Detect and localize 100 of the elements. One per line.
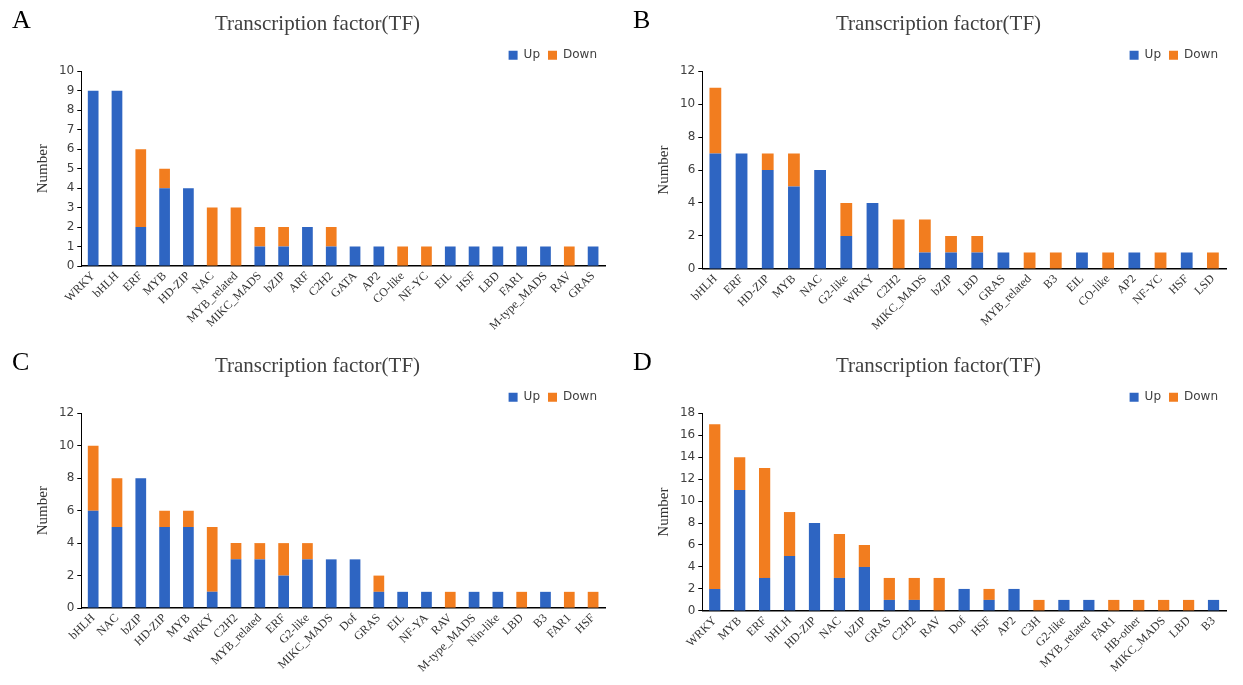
y-tick-label: 12 [679,471,696,486]
y-tick-label: 6 [66,141,75,156]
bar [788,186,800,269]
bar [325,559,337,608]
legend-label: Up [523,47,540,62]
bar [397,591,409,608]
bar [814,170,826,269]
y-tick-label: 8 [687,515,696,530]
bar [183,188,194,266]
bar [761,170,774,269]
bar [1154,252,1167,269]
bar [759,468,771,578]
y-tick-label: 8 [687,129,696,144]
bar [866,203,879,269]
bar [908,599,920,611]
chart-title: Transcription factor(TF) [214,11,421,36]
bar [373,246,385,266]
bar [349,559,361,608]
bar [1033,599,1045,611]
y-tick-label: 4 [687,195,696,210]
legend-label: Up [1144,389,1161,404]
bar [883,577,895,600]
y-tick-label: 16 [679,427,696,442]
bar [840,203,853,236]
y-tick-label: 2 [66,567,75,582]
bar [858,545,870,567]
bar [563,246,575,266]
y-tick-label: 1 [66,238,75,253]
bar [788,153,800,187]
legend-label: Up [523,389,540,404]
bar [997,252,1010,269]
bar [1158,599,1170,611]
bar [159,188,170,266]
bar [135,227,147,266]
bar [468,246,480,266]
bar [1180,252,1193,269]
y-tick-label: 10 [58,63,75,78]
bar [516,246,528,266]
bar [230,207,242,266]
bar [892,219,905,269]
y-tick-label: 3 [66,199,75,214]
text: D [633,346,652,376]
y-tick-label: 4 [66,180,75,195]
legend-label: Down [563,47,598,62]
bar [516,591,528,608]
bar [540,591,551,608]
bar [1083,599,1095,611]
bar [983,588,995,600]
bar [783,512,796,556]
legend-label: Down [563,389,598,404]
bar [540,246,551,266]
y-tick-label: 18 [679,405,696,420]
bar [587,246,599,266]
bar [159,510,170,527]
bar [1133,599,1145,611]
y-axis-title: Number [654,487,671,537]
bar [1058,599,1070,611]
bar [840,235,853,269]
y-tick-label: 6 [687,537,696,552]
bar [135,149,147,228]
chart-title: Transcription factor(TF) [214,353,421,378]
y-axis-title: Number [33,144,50,194]
bar [183,510,194,527]
bar [1008,588,1020,611]
bar [492,591,504,608]
bar [325,246,337,266]
bar [971,235,984,253]
bar [734,457,746,491]
bar [492,246,504,266]
y-tick-label: 0 [66,600,75,615]
bar [1128,252,1141,269]
bar [468,591,480,608]
legend-label: Up [1144,47,1161,62]
legend-label: Down [1184,47,1219,62]
bar [373,591,385,608]
bar [278,543,289,576]
bar [958,588,970,611]
bar [302,559,313,608]
y-tick-label: 4 [66,535,75,550]
bar [563,591,575,608]
text: A [12,4,31,34]
bar [971,252,984,269]
bar [945,252,957,269]
legend-label: Down [1184,389,1219,404]
bar [373,575,385,592]
bar [87,90,99,266]
text: B [633,4,651,34]
x-tick-label: AP2 [993,613,1019,639]
y-tick-label: 0 [66,258,75,273]
chart-title: Transcription factor(TF) [835,11,1042,36]
bar [278,227,289,247]
bar [230,543,242,560]
y-tick-label: 8 [66,470,75,485]
bar [302,543,313,560]
x-tick-label: B3 [1198,613,1218,634]
bar [159,168,170,189]
y-tick-label: 12 [679,63,696,78]
bar [206,207,218,266]
bar [761,153,774,171]
bar [111,90,123,266]
